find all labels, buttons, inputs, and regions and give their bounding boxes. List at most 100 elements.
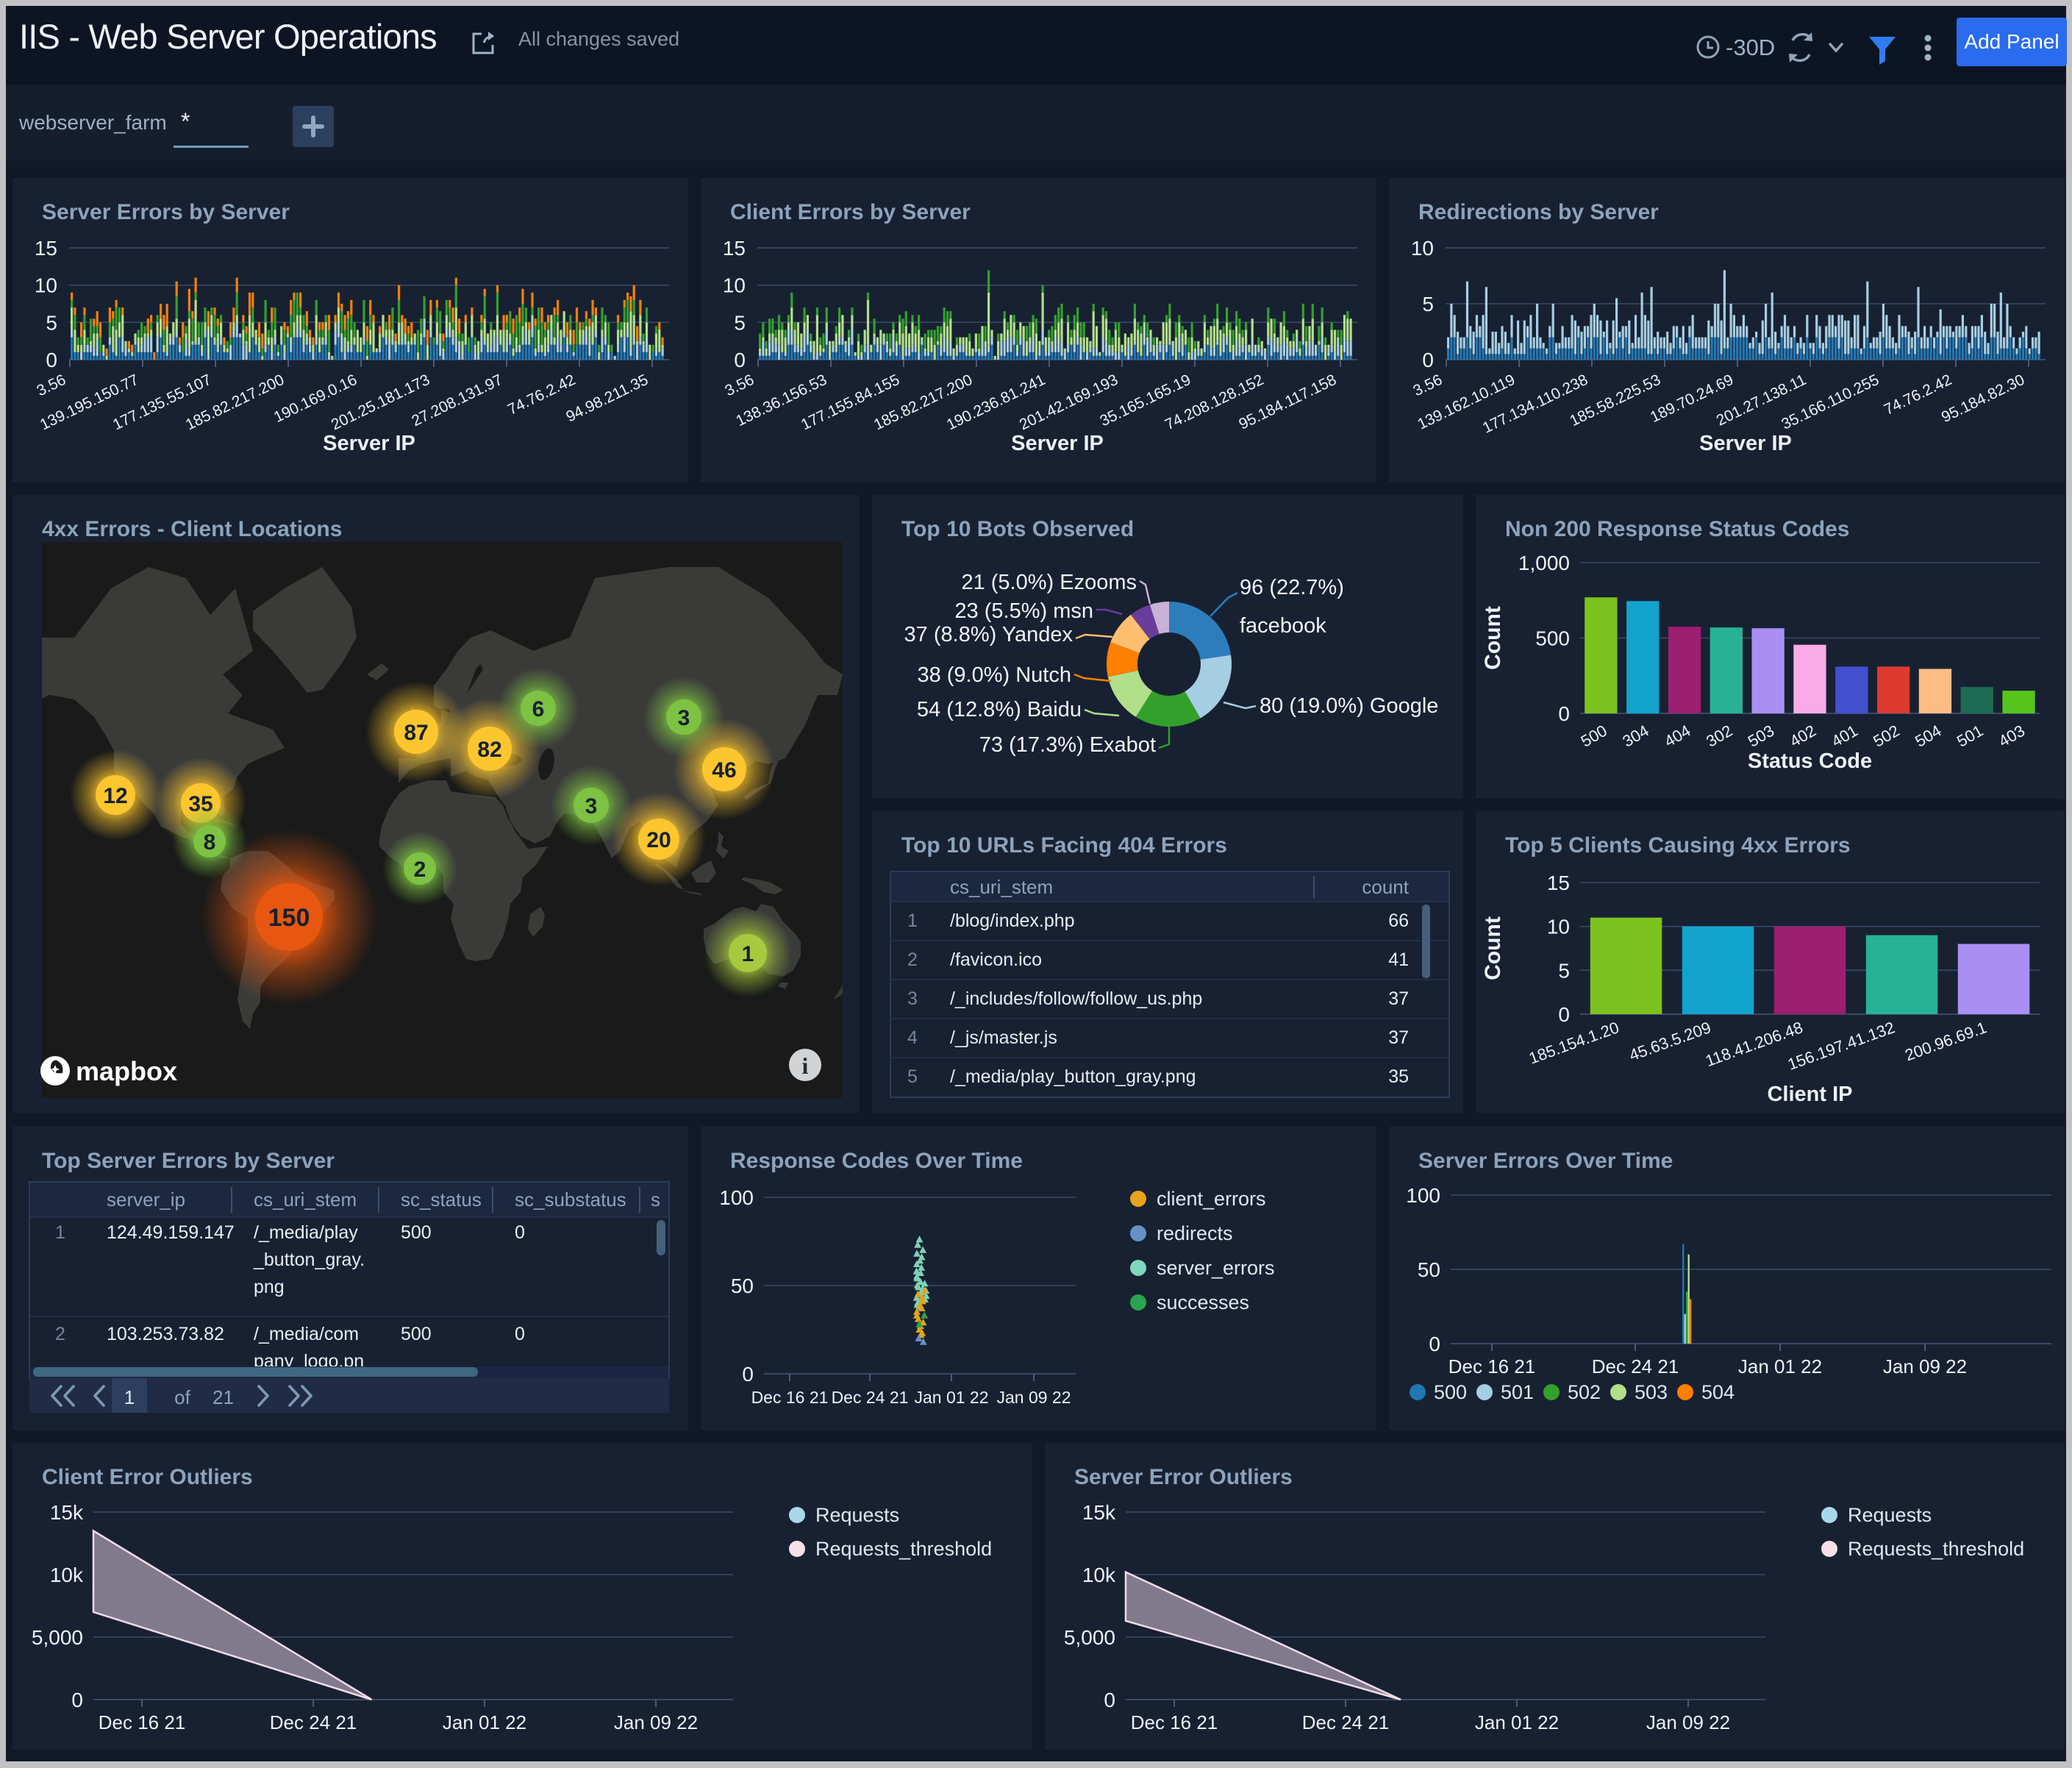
- svg-text:/blog/index.php: /blog/index.php: [950, 910, 1075, 931]
- svg-text:54 (12.8%) Baidu: 54 (12.8%) Baidu: [917, 698, 1082, 721]
- svg-text:Jan 01 22: Jan 01 22: [914, 1388, 988, 1407]
- svg-text:1: 1: [55, 1222, 65, 1243]
- svg-text:Response Codes Over Time: Response Codes Over Time: [730, 1149, 1023, 1173]
- svg-text:Server Errors Over Time: Server Errors Over Time: [1418, 1149, 1673, 1173]
- svg-text:cs_uri_stem: cs_uri_stem: [950, 876, 1053, 898]
- svg-text:/_media/play: /_media/play: [254, 1222, 358, 1243]
- svg-text:50: 50: [731, 1275, 754, 1297]
- svg-text:Redirections by Server: Redirections by Server: [1418, 200, 1659, 224]
- svg-text:1: 1: [742, 942, 754, 966]
- svg-text:66: 66: [1388, 910, 1409, 931]
- svg-text:Server IP: Server IP: [1699, 432, 1792, 455]
- svg-text:15k: 15k: [50, 1501, 84, 1524]
- svg-text:21: 21: [212, 1386, 234, 1408]
- svg-text:Server IP: Server IP: [323, 432, 415, 455]
- svg-text:Client Errors by Server: Client Errors by Server: [730, 200, 971, 224]
- svg-text:3: 3: [907, 988, 918, 1009]
- svg-text:i: i: [802, 1052, 809, 1079]
- svg-text:50: 50: [1418, 1258, 1440, 1281]
- svg-text:82: 82: [477, 738, 501, 762]
- svg-text:1: 1: [124, 1386, 135, 1408]
- svg-text:Dec 16 21: Dec 16 21: [1131, 1711, 1218, 1733]
- svg-text:5: 5: [907, 1066, 918, 1087]
- svg-text:15k: 15k: [1082, 1501, 1116, 1524]
- svg-text:facebook: facebook: [1240, 614, 1326, 638]
- svg-text:Dec 16 21: Dec 16 21: [751, 1388, 829, 1407]
- svg-text:302: 302: [1703, 721, 1735, 751]
- svg-text:Top 10 Bots Observed: Top 10 Bots Observed: [901, 517, 1134, 541]
- svg-text:15: 15: [723, 237, 746, 260]
- svg-text:redirects: redirects: [1157, 1222, 1233, 1244]
- svg-text:successes: successes: [1157, 1291, 1249, 1313]
- svg-text:5: 5: [734, 311, 746, 334]
- svg-text:6: 6: [532, 697, 545, 721]
- svg-text:Requests: Requests: [1848, 1504, 1932, 1526]
- svg-text:10: 10: [1547, 916, 1570, 938]
- svg-text:10: 10: [1411, 237, 1434, 260]
- svg-text:/_media/com: /_media/com: [254, 1324, 359, 1344]
- svg-text:2: 2: [414, 858, 426, 882]
- svg-text:8: 8: [204, 830, 216, 855]
- svg-text:96 (22.7%): 96 (22.7%): [1240, 576, 1344, 599]
- svg-text:404: 404: [1661, 721, 1693, 751]
- svg-text:0: 0: [1104, 1689, 1115, 1711]
- svg-text:45.63.5.209: 45.63.5.209: [1626, 1018, 1713, 1064]
- svg-text:Server IP: Server IP: [1011, 432, 1104, 455]
- svg-text:38 (9.0%) Nutch: 38 (9.0%) Nutch: [917, 663, 1071, 687]
- svg-text:Client IP: Client IP: [1767, 1083, 1852, 1106]
- svg-text:Server Errors by Server: Server Errors by Server: [42, 200, 290, 224]
- svg-text:403: 403: [1996, 721, 2028, 751]
- svg-text:Top 10 URLs Facing 404 Errors: Top 10 URLs Facing 404 Errors: [901, 833, 1227, 858]
- svg-text:Requests_threshold: Requests_threshold: [815, 1538, 992, 1560]
- svg-text:501: 501: [1954, 721, 1986, 751]
- svg-text:37 (8.8%) Yandex: 37 (8.8%) Yandex: [904, 623, 1073, 646]
- svg-text:3.56: 3.56: [722, 371, 757, 400]
- svg-text:12: 12: [103, 784, 127, 808]
- svg-text:0: 0: [515, 1222, 525, 1243]
- svg-text:503: 503: [1635, 1381, 1668, 1403]
- svg-text:Requests_threshold: Requests_threshold: [1848, 1538, 2024, 1560]
- svg-text:15: 15: [1547, 871, 1570, 894]
- svg-text:401: 401: [1829, 721, 1861, 751]
- svg-text:501: 501: [1501, 1381, 1534, 1403]
- svg-text:_button_gray.: _button_gray.: [253, 1250, 365, 1270]
- svg-text:103.253.73.82: 103.253.73.82: [107, 1324, 224, 1344]
- svg-text:Top Server Errors by Server: Top Server Errors by Server: [42, 1149, 335, 1173]
- svg-text:Jan 01 22: Jan 01 22: [1475, 1711, 1559, 1733]
- svg-text:sc_status: sc_status: [401, 1188, 482, 1211]
- svg-text:502: 502: [1568, 1381, 1601, 1403]
- svg-text:Dec 16 21: Dec 16 21: [99, 1711, 186, 1733]
- svg-text:124.49.159.147: 124.49.159.147: [107, 1222, 235, 1243]
- svg-text:3: 3: [678, 706, 690, 730]
- svg-text:10k: 10k: [1082, 1564, 1116, 1586]
- svg-text:Requests: Requests: [815, 1504, 899, 1526]
- svg-text:server_ip: server_ip: [107, 1188, 185, 1211]
- svg-text:0: 0: [1429, 1333, 1440, 1355]
- svg-text:0: 0: [1422, 349, 1434, 371]
- svg-text:Dec 16 21: Dec 16 21: [1448, 1355, 1536, 1377]
- svg-text:Non 200 Response Status Codes: Non 200 Response Status Codes: [1505, 517, 1849, 541]
- svg-text:20: 20: [646, 828, 671, 852]
- svg-text:5,000: 5,000: [1064, 1626, 1115, 1649]
- svg-text:0: 0: [1558, 1003, 1570, 1026]
- svg-text:Dec 24 21: Dec 24 21: [1302, 1711, 1390, 1733]
- svg-text:Jan 01 22: Jan 01 22: [1738, 1355, 1822, 1377]
- svg-text:1: 1: [907, 910, 918, 931]
- svg-text:Client Error Outliers: Client Error Outliers: [42, 1465, 253, 1489]
- svg-text:80 (19.0%) Google: 80 (19.0%) Google: [1260, 694, 1438, 718]
- svg-text:/_js/master.js: /_js/master.js: [950, 1027, 1057, 1048]
- svg-text:2: 2: [55, 1324, 65, 1344]
- svg-text:46: 46: [712, 758, 736, 783]
- svg-text:of: of: [174, 1386, 190, 1408]
- svg-text:client_errors: client_errors: [1157, 1188, 1266, 1210]
- svg-text:185.154.1.20: 185.154.1.20: [1526, 1018, 1621, 1067]
- svg-text:500: 500: [1535, 627, 1570, 650]
- svg-text:Count: Count: [1481, 606, 1505, 670]
- svg-text:Server Error Outliers: Server Error Outliers: [1074, 1465, 1293, 1489]
- svg-text:Jan 09 22: Jan 09 22: [614, 1711, 698, 1733]
- svg-text:-30D: -30D: [1726, 35, 1775, 60]
- svg-text:500: 500: [401, 1324, 432, 1344]
- svg-text:Dec 24 21: Dec 24 21: [1592, 1355, 1679, 1377]
- svg-text:500: 500: [401, 1222, 432, 1243]
- svg-text:37: 37: [1388, 988, 1409, 1009]
